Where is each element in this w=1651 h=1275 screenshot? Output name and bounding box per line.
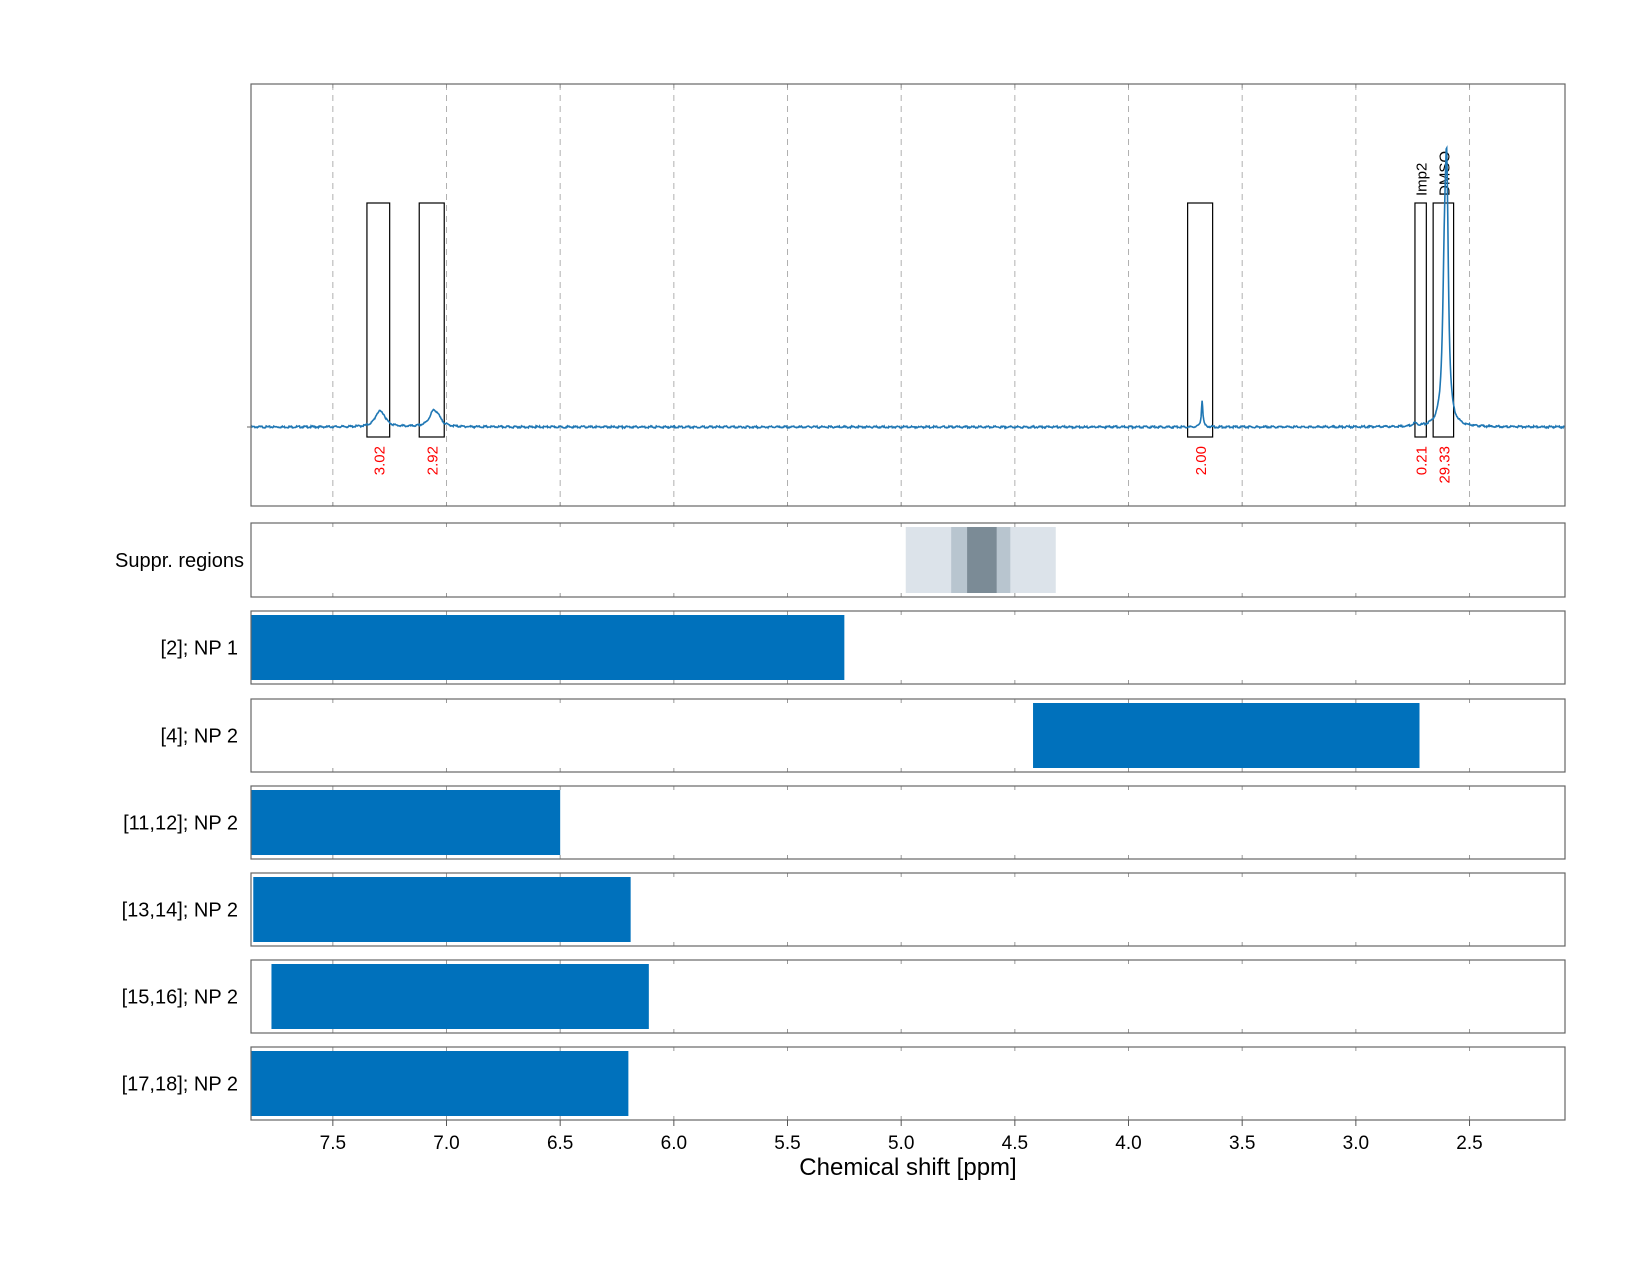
range-row-label: [13,14]; NP 2 [122,900,238,922]
range-row-label: [11,12]; NP 2 [123,813,238,835]
range-bar [251,790,561,855]
x-tick-label: 6.0 [661,1133,687,1154]
integral-value: 2.00 [1193,446,1210,475]
suppression-label: Suppr. regions [115,550,244,572]
panel-frame [250,522,1566,598]
integration-box [1414,202,1427,438]
integration-box [418,202,445,438]
range-row: [13,14]; NP 2 [122,872,1566,947]
integral-value: 2.92 [425,446,442,475]
range-row-label: [15,16]; NP 2 [122,987,238,1009]
panel-frame [250,83,1566,507]
panel-frame [250,698,1566,773]
range-bar [1033,703,1420,768]
x-tick-label: 5.5 [774,1133,800,1154]
range-row-label: [17,18]; NP 2 [122,1074,238,1096]
integral-value: 3.02 [371,446,388,475]
integral-value: 0.21 [1414,446,1431,475]
x-tick-label: 4.0 [1115,1133,1141,1154]
x-axis: 7.5 7.0 6.5 6.0 5.5 5.0 4.5 4.0 3.5 3.0 2.5 [320,1120,1483,1154]
x-tick-label: 5.0 [888,1133,914,1154]
spectrum-line [250,145,1566,430]
x-tick-label: 6.5 [547,1133,573,1154]
panel-frame [250,610,1566,685]
x-axis-label: Chemical shift [ppm] [799,1154,1016,1181]
x-tick-label: 4.5 [1002,1133,1028,1154]
x-tick-label: 3.0 [1343,1133,1369,1154]
range-bar [251,1051,629,1116]
range-row: [11,12]; NP 2 [123,785,1566,860]
integration-box [366,202,391,438]
x-tick-label: 3.5 [1229,1133,1255,1154]
range-bar [251,615,845,680]
range-row: [15,16]; NP 2 [122,959,1566,1034]
panel-frame [250,1046,1566,1121]
x-tick-label: 7.5 [320,1133,346,1154]
range-row: [2]; NP 1 [161,610,1566,685]
integration-box [1432,202,1455,438]
integration-box [1187,202,1214,438]
suppression-panel: Suppr. regions [115,522,1566,598]
range-bar [253,877,631,942]
x-tick-label: 2.5 [1456,1133,1482,1154]
range-bar [271,964,649,1029]
range-row: [4]; NP 2 [161,698,1566,773]
integral-value: 29.33 [1436,446,1453,484]
panel-frame [250,785,1566,860]
x-tick-label: 7.0 [433,1133,459,1154]
region-label: Imp2 [1414,163,1431,196]
range-row: [17,18]; NP 2 [122,1046,1566,1121]
range-panels: [2]; NP 1 [4]; NP 2 [11,12]; NP 2 [13,14]; … [122,610,1566,1121]
range-row-label: [2]; NP 1 [161,638,238,660]
range-row-label: [4]; NP 2 [161,726,238,748]
panel-frame [250,959,1566,1034]
panel-frame [250,872,1566,947]
suppression-band [967,527,997,593]
